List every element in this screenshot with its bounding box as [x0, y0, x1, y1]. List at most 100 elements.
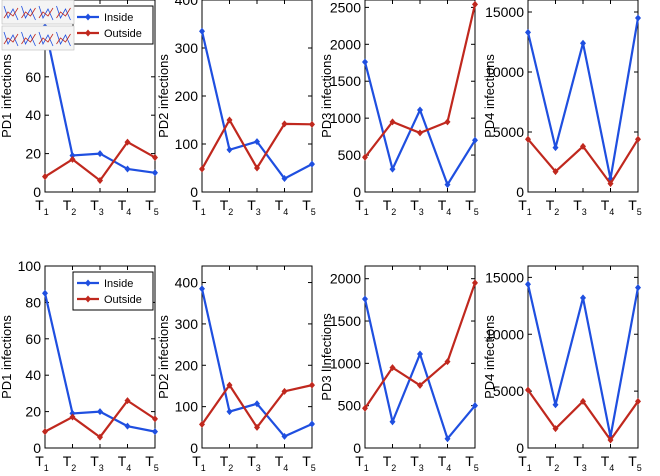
data-point [444, 358, 451, 366]
x-tick-label: T2 [383, 197, 397, 217]
series-line-outside [44, 399, 156, 439]
chart-panel-2: 0 100 200 300 400 T1 T2 T3 T4 T5 PD2 infections [156, 0, 316, 217]
data-point [309, 160, 315, 168]
axes-frame [364, 0, 476, 193]
x-tick-label: T4 [438, 453, 452, 473]
data-point [199, 165, 205, 173]
data-point [580, 39, 586, 47]
data-point [254, 423, 260, 431]
data-point [97, 176, 103, 184]
y-axis-label: PD3 lInfections [319, 313, 334, 401]
data-point [226, 146, 233, 154]
data-point [389, 165, 396, 173]
y-tick-label: 0 [33, 184, 41, 200]
x-tick-label: T5 [628, 197, 642, 217]
x-tick-label: T1 [518, 453, 532, 473]
y-tick-label: 15000 [485, 4, 524, 20]
x-tick-label: T3 [573, 453, 587, 473]
data-point [42, 289, 48, 297]
data-point [389, 418, 396, 426]
x-tick-label: T2 [63, 197, 77, 217]
y-axis-label: PD3 infections [319, 54, 334, 138]
y-tick-label: 5000 [493, 124, 524, 140]
legend-label: Inside [104, 12, 133, 24]
data-point [525, 280, 531, 288]
y-tick-label: 10000 [485, 64, 524, 80]
data-point [226, 381, 233, 389]
x-tick-label: T1 [192, 197, 206, 217]
data-point [69, 413, 76, 421]
data-point [552, 168, 559, 176]
chart-panel-6: 0 100 200 300 400 T1 T2 T3 T4 T5 PD2 infections [156, 265, 316, 473]
y-tick-label: 1000 [330, 110, 361, 126]
data-point [97, 433, 103, 441]
axes-frame [527, 0, 639, 193]
data-point [69, 155, 76, 163]
y-tick-label: 0 [33, 440, 41, 456]
y-tick-label: 10000 [485, 326, 524, 342]
y-tick-label: 15000 [485, 269, 524, 285]
data-point [124, 397, 131, 405]
legend-label: Outside [104, 28, 142, 40]
data-point [417, 350, 423, 358]
y-tick-label: 200 [175, 357, 199, 373]
y-tick-label: 200 [175, 88, 199, 104]
x-tick-label: T5 [465, 197, 479, 217]
y-tick-label: 60 [25, 69, 41, 85]
x-tick-label: T2 [220, 197, 234, 217]
legend: Inside Outside [72, 271, 154, 311]
data-point [281, 120, 288, 128]
data-point [552, 144, 559, 152]
data-point [152, 428, 158, 436]
data-point [389, 118, 396, 126]
x-tick-label: T2 [546, 197, 560, 217]
series-line-inside [200, 288, 313, 438]
x-tick-label: T1 [355, 197, 369, 217]
data-point [254, 164, 260, 172]
y-tick-label: 1500 [330, 73, 361, 89]
data-point [309, 381, 315, 389]
x-tick-label: T4 [601, 453, 615, 473]
y-tick-label: 100 [175, 136, 199, 152]
y-axis-label: PD1 infections [0, 315, 14, 399]
chart-panel-1: 0 20 40 60 T1 T2 T3 T4 T5 PD1 infections Inside Out… [0, 0, 159, 217]
data-point [580, 294, 586, 302]
y-tick-label: 300 [175, 316, 199, 332]
series-line-inside [363, 61, 476, 188]
chart-panel-3: 0 500 1000 1500 2000 2500 T1 T2 T3 T4 T5 PD3 infect… [319, 0, 479, 217]
x-tick-label: T4 [601, 197, 615, 217]
series-line-outside [527, 389, 639, 442]
data-point [580, 397, 586, 405]
data-point [254, 138, 260, 146]
y-tick-label: 400 [175, 275, 199, 291]
y-tick-label: 400 [175, 0, 199, 8]
data-point [417, 106, 423, 114]
legend-marker [85, 13, 91, 21]
y-tick-label: 1000 [330, 355, 361, 371]
x-tick-label: T3 [247, 197, 261, 217]
y-tick-label: 300 [175, 40, 199, 56]
data-point [309, 420, 315, 428]
data-point [472, 0, 478, 8]
x-tick-label: T5 [628, 453, 642, 473]
chart-panel-5: 0 20 40 60 80 100 T1 T2 T3 T4 T5 PD1 infections Insi… [0, 258, 159, 473]
legend-box [72, 5, 154, 45]
data-point [281, 175, 288, 183]
x-tick-label: T5 [145, 453, 159, 473]
data-point [124, 138, 131, 146]
x-tick-label: T1 [355, 453, 369, 473]
data-point [199, 420, 205, 428]
y-axis-label: PD4 infections [482, 54, 497, 138]
data-point [552, 425, 559, 433]
data-point [226, 116, 233, 124]
y-tick-label: 2000 [330, 36, 361, 52]
chart-panel-8: 0 5000 10000 15000 T1 T2 T3 T4 T5 PD4 infections [482, 265, 642, 473]
x-tick-label: T4 [275, 197, 289, 217]
data-point [281, 432, 288, 440]
x-tick-label: T3 [573, 197, 587, 217]
data-point [417, 381, 423, 389]
y-tick-label: 20 [25, 146, 41, 162]
x-tick-label: T4 [118, 453, 132, 473]
y-tick-label: 60 [25, 331, 41, 347]
y-tick-label: 100 [18, 258, 42, 274]
